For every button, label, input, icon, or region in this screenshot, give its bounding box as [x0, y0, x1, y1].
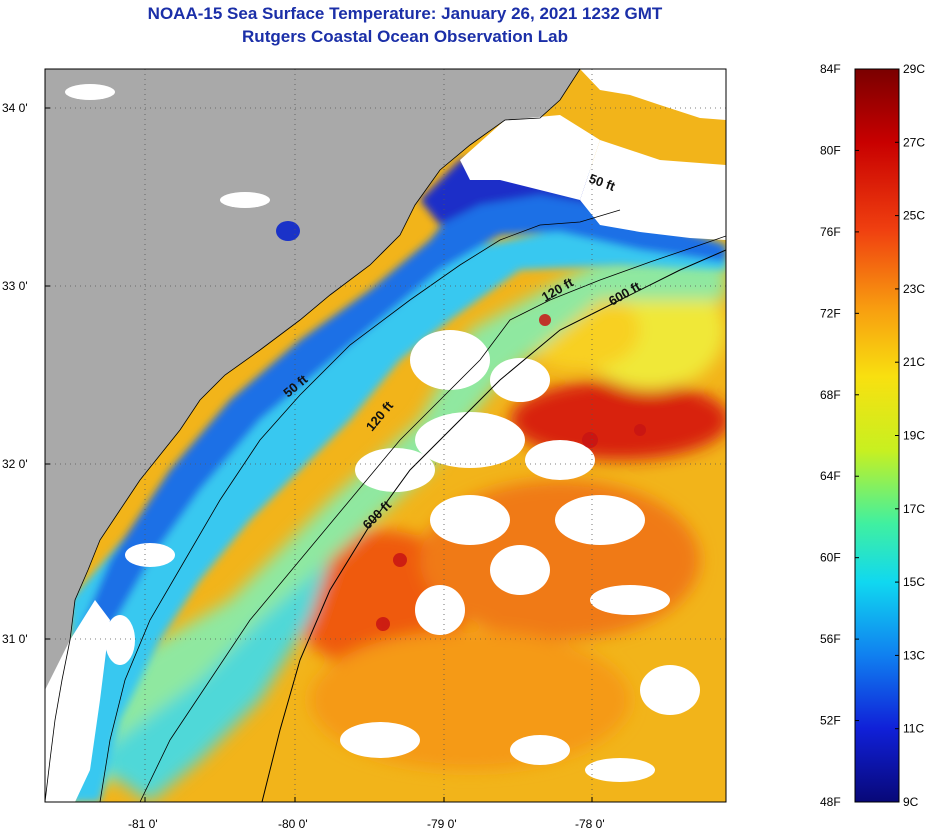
- lon-label-80: -80 0': [278, 817, 308, 831]
- colorbar-label-f: 48F: [820, 795, 841, 809]
- lon-label-79: -79 0': [427, 817, 457, 831]
- colorbar-label-f: 80F: [820, 143, 841, 157]
- map-area: 50 ft 50 ft 120 ft 120 ft 600 ft 600 ft: [45, 69, 726, 802]
- contour-120ft: [139, 235, 726, 802]
- lon-label-78: -78 0': [575, 817, 605, 831]
- colorbar-label-f: 52F: [820, 714, 841, 728]
- axis-ticks: [45, 107, 593, 802]
- colorbar-label-c: 23C: [903, 282, 925, 296]
- lon-label-81: -81 0': [128, 817, 158, 831]
- colorbar-label-c: 15C: [903, 575, 925, 589]
- lat-label-32: 32 0': [2, 457, 28, 471]
- map-subtitle: Rutgers Coastal Ocean Observation Lab: [242, 27, 568, 46]
- graticule: [45, 69, 726, 802]
- colorbar-label-c: 29C: [903, 62, 925, 76]
- colorbar-label-c: 25C: [903, 209, 925, 223]
- colorbar-label-f: 76F: [820, 225, 841, 239]
- lat-label-31: 31 0': [2, 632, 28, 646]
- land-mass: [45, 69, 580, 802]
- coastline: [45, 69, 581, 802]
- colorbar-label-f: 72F: [820, 306, 841, 320]
- colorbar-label-c: 27C: [903, 135, 925, 149]
- map-title: NOAA-15 Sea Surface Temperature: January…: [147, 4, 663, 23]
- lat-label-34: 34 0': [2, 101, 28, 115]
- colorbar-label-c: 19C: [903, 429, 925, 443]
- lat-label-33: 33 0': [2, 279, 28, 293]
- lake-marion: [276, 221, 300, 241]
- map-frame: [44, 68, 727, 803]
- colorbar-label-f: 68F: [820, 388, 841, 402]
- contour-600ft: [261, 249, 726, 802]
- colorbar-labels: 84F 80F 76F 72F 68F 64F 60F 56F 52F 48F 29C 27C 25C 2…: [820, 62, 925, 809]
- colorbar-label-f: 64F: [820, 469, 841, 483]
- cloud-mask: [45, 69, 726, 802]
- hot-spots: [376, 314, 646, 631]
- colorbar-label-c: 21C: [903, 355, 925, 369]
- colorbar-label-f: 60F: [820, 551, 841, 565]
- colorbar-label-f: 56F: [820, 632, 841, 646]
- colorbar: [854, 68, 900, 803]
- colorbar-label-c: 9C: [903, 795, 919, 809]
- colorbar-label-f: 84F: [820, 62, 841, 76]
- colorbar-label-c: 13C: [903, 648, 925, 662]
- contour-50ft: [99, 209, 621, 802]
- colorbar-label-c: 17C: [903, 502, 925, 516]
- colorbar-label-c: 11C: [903, 722, 924, 736]
